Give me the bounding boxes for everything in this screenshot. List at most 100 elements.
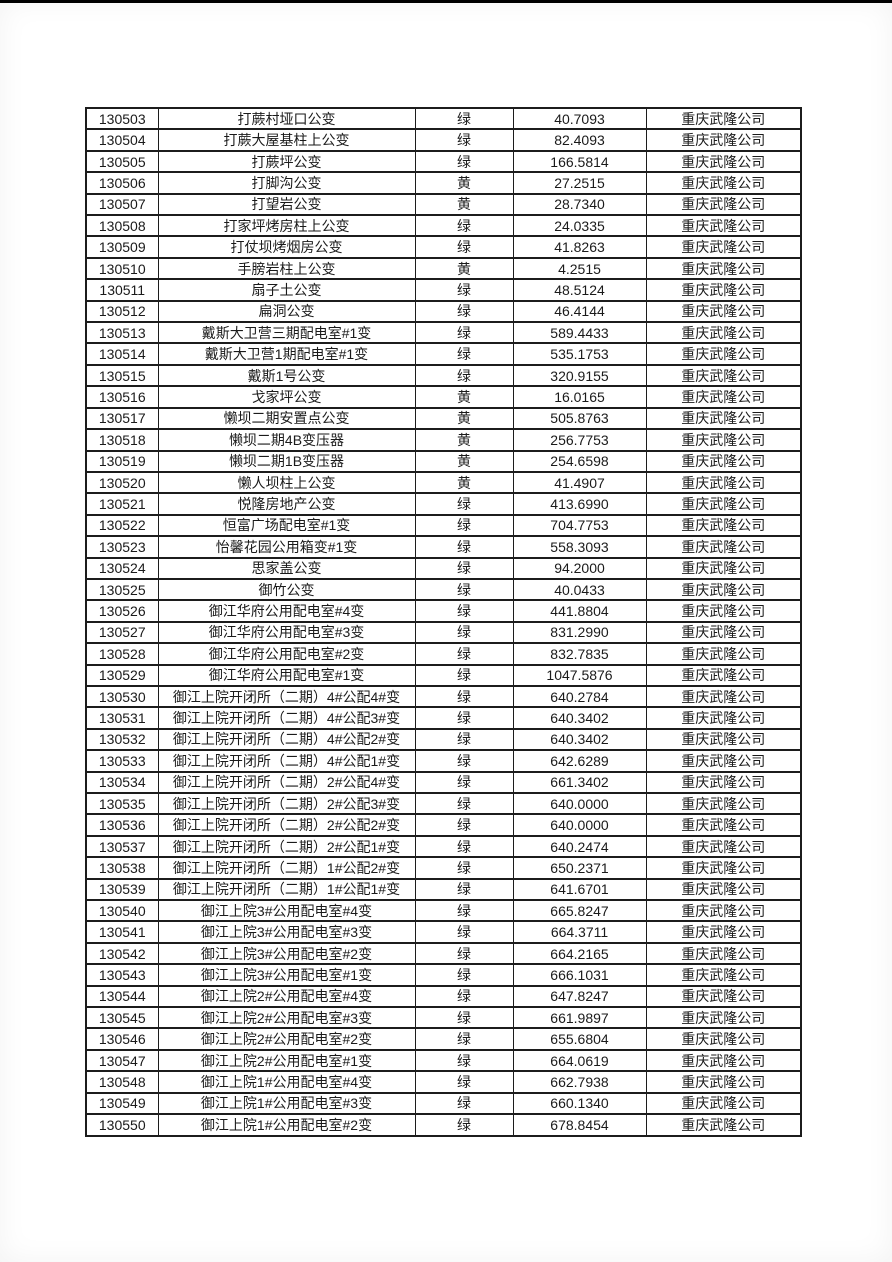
table-row: 130543 御江上院3#公用配电室#1变 绿 666.1031 重庆武隆公司 bbox=[85, 963, 802, 987]
value-cell: 641.6701 bbox=[512, 877, 647, 902]
table-row: 130542 御江上院3#公用配电室#2变 绿 664.2165 重庆武隆公司 bbox=[85, 941, 802, 966]
company-cell: 重庆武隆公司 bbox=[645, 278, 802, 302]
company-cell: 重庆武隆公司 bbox=[645, 1091, 802, 1116]
company-cell: 重庆武隆公司 bbox=[645, 256, 802, 281]
row-id-cell: 130532 bbox=[85, 727, 159, 752]
company-cell: 重庆武隆公司 bbox=[645, 321, 802, 345]
value-cell: 661.9897 bbox=[512, 1006, 647, 1030]
table-row: 130510 手膀岩柱上公变 黄 4.2515 重庆武隆公司 bbox=[85, 256, 802, 281]
row-id-cell: 130517 bbox=[85, 406, 159, 431]
device-name-cell: 御江上院2#公用配电室#4变 bbox=[157, 984, 416, 1009]
value-cell: 831.2990 bbox=[512, 620, 647, 645]
table-row: 130516 戈家坪公变 黄 16.0165 重庆武隆公司 bbox=[85, 385, 802, 409]
device-name-cell: 懒人坝柱上公变 bbox=[157, 470, 416, 495]
row-id-cell: 130507 bbox=[85, 192, 159, 217]
company-cell: 重庆武隆公司 bbox=[645, 599, 802, 623]
status-cell: 绿 bbox=[414, 727, 514, 752]
value-cell: 48.5124 bbox=[512, 278, 647, 302]
status-cell: 黄 bbox=[414, 171, 514, 195]
company-cell: 重庆武隆公司 bbox=[645, 620, 802, 645]
device-name-cell: 御江上院开闭所（二期）4#公配1#变 bbox=[157, 749, 416, 773]
table-row: 130547 御江上院2#公用配电室#1变 绿 664.0619 重庆武隆公司 bbox=[85, 1048, 802, 1073]
row-id-cell: 130520 bbox=[85, 470, 159, 495]
table-row: 130509 打仗坝烤烟房公变 绿 41.8263 重庆武隆公司 bbox=[85, 235, 802, 259]
device-name-cell: 御江上院开闭所（二期）1#公配1#变 bbox=[157, 877, 416, 902]
company-cell: 重庆武隆公司 bbox=[645, 749, 802, 773]
device-name-cell: 手膀岩柱上公变 bbox=[157, 256, 416, 281]
status-cell: 绿 bbox=[414, 984, 514, 1009]
company-cell: 重庆武隆公司 bbox=[645, 556, 802, 580]
status-cell: 绿 bbox=[414, 620, 514, 645]
value-cell: 41.4907 bbox=[512, 470, 647, 495]
company-cell: 重庆武隆公司 bbox=[645, 791, 802, 816]
row-id-cell: 130518 bbox=[85, 428, 159, 452]
value-cell: 589.4433 bbox=[512, 321, 647, 345]
status-cell: 绿 bbox=[414, 920, 514, 944]
status-cell: 绿 bbox=[414, 770, 514, 795]
status-cell: 绿 bbox=[414, 513, 514, 538]
value-cell: 82.4093 bbox=[512, 128, 647, 152]
row-id-cell: 130530 bbox=[85, 684, 159, 709]
status-cell: 黄 bbox=[414, 406, 514, 431]
value-cell: 413.6990 bbox=[512, 492, 647, 516]
table-row: 130507 打望岩公变 黄 28.7340 重庆武隆公司 bbox=[85, 192, 802, 217]
row-id-cell: 130524 bbox=[85, 556, 159, 580]
status-cell: 绿 bbox=[414, 235, 514, 259]
device-name-cell: 御江上院1#公用配电室#2变 bbox=[157, 1113, 416, 1137]
status-cell: 绿 bbox=[414, 856, 514, 880]
table-row: 130527 御江华府公用配电室#3变 绿 831.2990 重庆武隆公司 bbox=[85, 620, 802, 645]
row-id-cell: 130505 bbox=[85, 149, 159, 174]
device-name-cell: 扁洞公变 bbox=[157, 299, 416, 324]
value-cell: 678.8454 bbox=[512, 1113, 647, 1137]
table-row: 130514 戴斯大卫营1期配电室#1变 绿 535.1753 重庆武隆公司 bbox=[85, 342, 802, 366]
value-cell: 40.7093 bbox=[512, 106, 647, 131]
value-cell: 320.9155 bbox=[512, 363, 647, 388]
company-cell: 重庆武隆公司 bbox=[645, 299, 802, 324]
row-id-cell: 130539 bbox=[85, 877, 159, 902]
row-id-cell: 130531 bbox=[85, 706, 159, 730]
status-cell: 绿 bbox=[414, 834, 514, 859]
device-name-cell: 御江上院3#公用配电室#3变 bbox=[157, 920, 416, 944]
row-id-cell: 130508 bbox=[85, 214, 159, 238]
row-id-cell: 130529 bbox=[85, 663, 159, 687]
device-name-cell: 御江华府公用配电室#3变 bbox=[157, 620, 416, 645]
status-cell: 绿 bbox=[414, 556, 514, 580]
device-name-cell: 打望岩公变 bbox=[157, 192, 416, 217]
status-cell: 绿 bbox=[414, 813, 514, 837]
row-id-cell: 130511 bbox=[85, 278, 159, 302]
status-cell: 绿 bbox=[414, 791, 514, 816]
device-name-cell: 思家盖公变 bbox=[157, 556, 416, 580]
value-cell: 41.8263 bbox=[512, 235, 647, 259]
company-cell: 重庆武隆公司 bbox=[645, 642, 802, 666]
status-cell: 绿 bbox=[414, 599, 514, 623]
table-row: 130528 御江华府公用配电室#2变 绿 832.7835 重庆武隆公司 bbox=[85, 642, 802, 666]
company-cell: 重庆武隆公司 bbox=[645, 363, 802, 388]
table-row: 130504 打蕨大屋基柱上公变 绿 82.4093 重庆武隆公司 bbox=[85, 128, 802, 152]
device-name-cell: 御江上院开闭所（二期）2#公配3#变 bbox=[157, 791, 416, 816]
table-row: 130540 御江上院3#公用配电室#4变 绿 665.8247 重庆武隆公司 bbox=[85, 899, 802, 923]
company-cell: 重庆武隆公司 bbox=[645, 192, 802, 217]
status-cell: 绿 bbox=[414, 1048, 514, 1073]
table-row: 130520 懒人坝柱上公变 黄 41.4907 重庆武隆公司 bbox=[85, 470, 802, 495]
table-row: 130524 思家盖公变 绿 94.2000 重庆武隆公司 bbox=[85, 556, 802, 580]
device-name-cell: 御江上院1#公用配电室#4变 bbox=[157, 1070, 416, 1094]
company-cell: 重庆武隆公司 bbox=[645, 492, 802, 516]
table-row: 130525 御竹公变 绿 40.0433 重庆武隆公司 bbox=[85, 577, 802, 602]
row-id-cell: 130546 bbox=[85, 1027, 159, 1051]
table-row: 130546 御江上院2#公用配电室#2变 绿 655.6804 重庆武隆公司 bbox=[85, 1027, 802, 1051]
value-cell: 46.4144 bbox=[512, 299, 647, 324]
table-row: 130539 御江上院开闭所（二期）1#公配1#变 绿 641.6701 重庆武… bbox=[85, 877, 802, 902]
device-name-cell: 御江上院开闭所（二期）4#公配4#变 bbox=[157, 684, 416, 709]
row-id-cell: 130544 bbox=[85, 984, 159, 1009]
device-name-cell: 御江华府公用配电室#2变 bbox=[157, 642, 416, 666]
company-cell: 重庆武隆公司 bbox=[645, 342, 802, 366]
table-row: 130503 打蕨村垭口公变 绿 40.7093 重庆武隆公司 bbox=[85, 106, 802, 131]
device-name-cell: 打蕨大屋基柱上公变 bbox=[157, 128, 416, 152]
table-row: 130533 御江上院开闭所（二期）4#公配1#变 绿 642.6289 重庆武… bbox=[85, 749, 802, 773]
company-cell: 重庆武隆公司 bbox=[645, 856, 802, 880]
row-id-cell: 130523 bbox=[85, 535, 159, 559]
device-name-cell: 恒富广场配电室#1变 bbox=[157, 513, 416, 538]
device-name-cell: 悦隆房地产公变 bbox=[157, 492, 416, 516]
status-cell: 绿 bbox=[414, 342, 514, 366]
row-id-cell: 130509 bbox=[85, 235, 159, 259]
